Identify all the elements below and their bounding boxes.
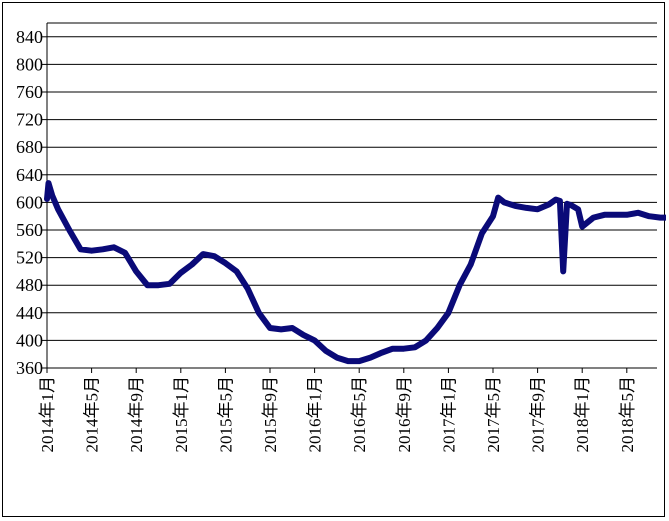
axes [42, 23, 657, 373]
y-tick-label: 520 [16, 248, 43, 268]
y-tick-label: 480 [16, 275, 43, 295]
x-tick-label: 2014年9月 [127, 376, 146, 453]
x-tick-label: 2016年9月 [395, 376, 414, 453]
y-tick-label: 600 [16, 192, 43, 212]
x-tick-label: 2015年1月 [172, 376, 191, 453]
x-tick-label: 2014年1月 [38, 376, 57, 453]
series-line [44, 180, 666, 365]
y-tick-label: 360 [16, 358, 43, 378]
x-tick-label: 2017年9月 [529, 376, 548, 453]
y-tick-label: 640 [16, 165, 43, 185]
x-tick-label: 2014年5月 [83, 376, 102, 453]
y-tick-label: 760 [16, 82, 43, 102]
x-tick-label: 2016年5月 [350, 376, 369, 453]
x-tick-label: 2017年5月 [484, 376, 503, 453]
x-tick-label: 2018年1月 [573, 376, 592, 453]
gridlines [47, 22, 657, 341]
x-tick-label: 2015年5月 [216, 376, 235, 453]
line-chart: 360400440480520560600640680720760800840 … [16, 22, 666, 453]
x-tick-label: 2017年1月 [439, 376, 458, 453]
x-tick-labels: 2014年1月 2014年5月 2014年9月 2015年1月 2015年5月 2015年… [38, 376, 637, 453]
x-tick-label: 2015年9月 [261, 376, 280, 453]
y-tick-label: 720 [16, 110, 43, 130]
y-tick-label: 800 [16, 54, 43, 74]
x-tick-label: 2018年5月 [618, 376, 637, 453]
y-tick-labels: 360 400 440 480 520 560 600 640 680 720 760 800 840 [16, 27, 43, 378]
y-tick-label: 440 [16, 303, 43, 323]
y-tick-label: 840 [16, 27, 43, 47]
x-tick-label: 2016年1月 [306, 376, 325, 453]
y-tick-label: 680 [16, 137, 43, 157]
y-tick-label: 560 [16, 220, 43, 240]
y-tick-label: 400 [16, 330, 43, 350]
